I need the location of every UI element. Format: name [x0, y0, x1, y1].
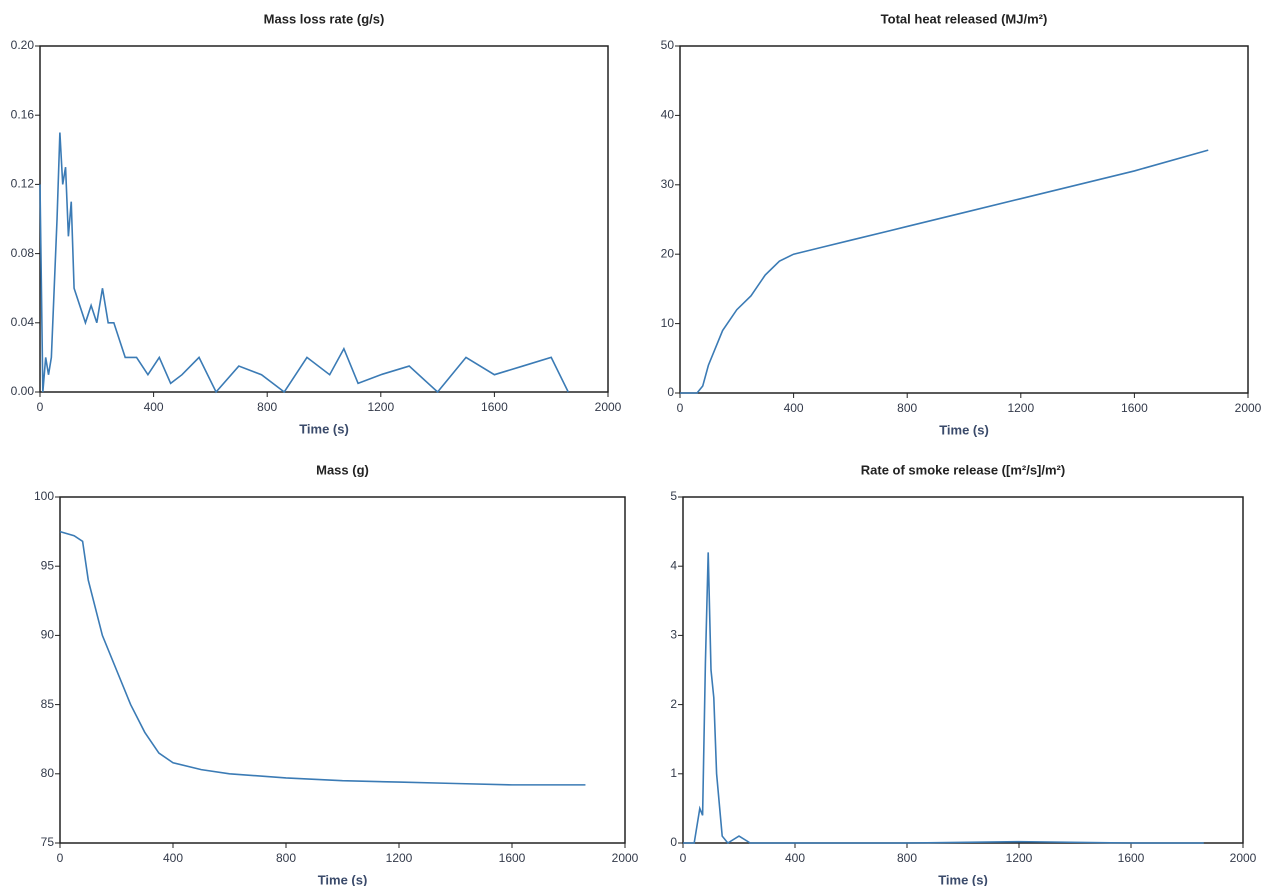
x-axis-label: Time (s) [318, 872, 368, 886]
chart-title: Rate of smoke release ([m²/s]/m²) [861, 462, 1065, 477]
x-tick-label: 0 [680, 851, 687, 865]
y-tick-label: 75 [41, 835, 55, 849]
x-tick-label: 1600 [499, 851, 526, 865]
x-tick-label: 800 [276, 851, 296, 865]
data-line [683, 552, 1204, 845]
x-axis-label: Time (s) [938, 872, 988, 886]
x-tick-label: 400 [163, 851, 183, 865]
x-tick-label: 2000 [1230, 851, 1257, 865]
data-line [39, 132, 569, 394]
data-line [680, 149, 1209, 394]
y-tick-label: 4 [670, 558, 677, 572]
x-tick-label: 0 [57, 851, 64, 865]
x-tick-label: 1600 [481, 400, 508, 414]
y-tick-label: 95 [41, 558, 55, 572]
y-tick-label: 0.08 [11, 246, 35, 260]
y-tick-label: 3 [670, 628, 677, 642]
plot-frame [39, 45, 609, 393]
y-tick-label: 90 [41, 628, 55, 642]
x-axis-label: Time (s) [299, 421, 349, 436]
y-tick-label: 1 [670, 766, 677, 780]
x-tick-label: 800 [257, 400, 277, 414]
y-tick-label: 5 [670, 489, 677, 503]
chart-title: Total heat released (MJ/m²) [881, 11, 1048, 26]
x-tick-label: 400 [784, 401, 804, 415]
x-tick-label: 0 [37, 400, 44, 414]
plot-frame [679, 45, 1249, 394]
y-tick-label: 0.12 [11, 177, 35, 191]
x-tick-label: 1200 [367, 400, 394, 414]
y-tick-label: 20 [661, 246, 675, 260]
x-tick-label: 1600 [1121, 401, 1148, 415]
x-tick-label: 800 [897, 401, 917, 415]
chart-title: Mass loss rate (g/s) [264, 11, 385, 26]
plot-frame [59, 496, 626, 844]
y-tick-label: 0.16 [11, 107, 35, 121]
y-tick-label: 85 [41, 697, 55, 711]
x-tick-label: 1200 [1007, 401, 1034, 415]
y-tick-label: 10 [661, 316, 675, 330]
y-tick-label: 0.20 [11, 38, 35, 52]
y-tick-label: 40 [661, 108, 675, 122]
y-tick-label: 100 [34, 489, 54, 503]
x-tick-label: 800 [897, 851, 917, 865]
x-tick-label: 2000 [595, 400, 622, 414]
y-tick-label: 2 [670, 697, 677, 711]
x-tick-label: 1200 [1006, 851, 1033, 865]
x-tick-label: 400 [785, 851, 805, 865]
y-tick-label: 50 [661, 38, 675, 52]
x-tick-label: 0 [677, 401, 684, 415]
y-tick-label: 0.00 [11, 384, 35, 398]
plot-frame [682, 496, 1244, 844]
y-tick-label: 0 [670, 835, 677, 849]
y-tick-label: 30 [661, 177, 675, 191]
x-tick-label: 1200 [386, 851, 413, 865]
x-tick-label: 400 [144, 400, 164, 414]
data-line [59, 530, 586, 786]
x-axis-label: Time (s) [939, 422, 989, 437]
x-tick-label: 2000 [1235, 401, 1262, 415]
y-tick-label: 0 [667, 385, 674, 399]
y-tick-label: 0.04 [11, 315, 35, 329]
x-tick-label: 2000 [612, 851, 639, 865]
y-tick-label: 80 [41, 766, 55, 780]
chart-title: Mass (g) [316, 462, 369, 477]
x-tick-label: 1600 [1118, 851, 1145, 865]
